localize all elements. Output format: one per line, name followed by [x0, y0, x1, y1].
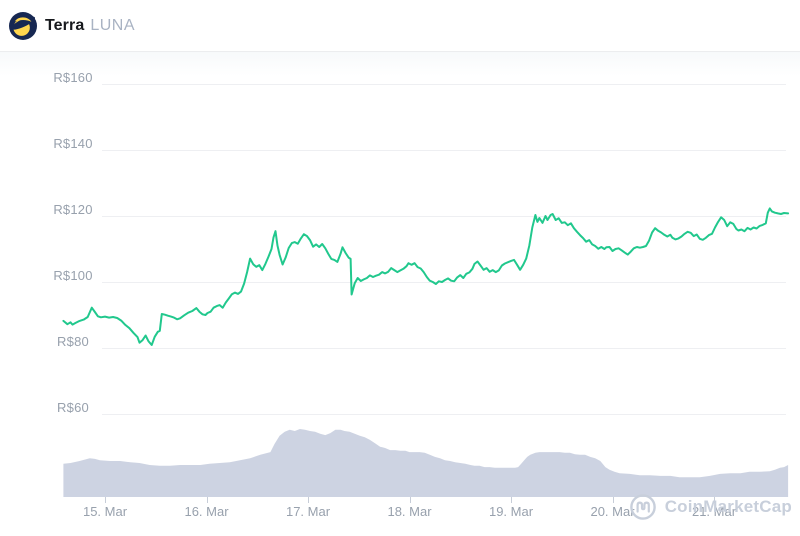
watermark-brand-text: CoinMarketCap: [664, 497, 792, 516]
x-axis-tick: [206, 497, 208, 503]
x-axis-label: 19. Mar: [488, 504, 534, 519]
price-line-series: [62, 207, 790, 346]
widget-header: Terra LUNA: [0, 0, 800, 52]
coin-name: Terra: [45, 16, 85, 34]
gridline: [102, 216, 786, 217]
y-gridline-row: R$120: [48, 202, 786, 217]
volume-area-series: [63, 429, 789, 497]
gridline: [102, 414, 786, 415]
y-gridline-row: R$80: [48, 334, 786, 349]
y-axis-label: R$80: [57, 334, 89, 349]
header-fade-shading: [0, 52, 800, 76]
y-gridline-row: R$100: [48, 268, 786, 283]
y-axis-label: R$100: [53, 268, 93, 283]
gridline: [102, 282, 786, 283]
gridline: [102, 348, 786, 349]
x-axis-tick: [308, 497, 309, 503]
x-axis-label: 15. Mar: [82, 504, 128, 519]
x-axis-label: 16. Mar: [184, 504, 229, 519]
terra-luna-logo-icon: [9, 11, 37, 40]
x-axis-tick: [511, 497, 512, 503]
y-axis-label: R$140: [53, 136, 93, 151]
y-gridline-row: R$140: [48, 136, 786, 151]
y-axis-label: R$160: [53, 70, 93, 85]
y-gridline-row: R$60: [48, 400, 786, 415]
gridline: [102, 150, 786, 151]
x-axis-label: 20. Mar: [590, 504, 635, 519]
x-axis-label: 18. Mar: [387, 504, 432, 519]
coin-symbol: LUNA: [90, 16, 136, 34]
coinmarketcap-m-icon: [629, 494, 656, 520]
x-axis-tick: [612, 497, 614, 503]
x-axis-label: 21. Mar: [691, 504, 737, 519]
y-axis-label: R$120: [53, 202, 93, 217]
gridline: [102, 84, 786, 85]
coinmarketcap-watermark: CoinMarketCap: [629, 492, 792, 522]
x-axis-tick: [409, 497, 411, 503]
x-axis-tick: [105, 497, 106, 503]
y-gridline-row: R$160: [48, 70, 786, 85]
x-axis-tick: [714, 497, 715, 503]
y-axis-label: R$60: [57, 400, 89, 415]
x-axis-label: 17. Mar: [285, 504, 331, 519]
